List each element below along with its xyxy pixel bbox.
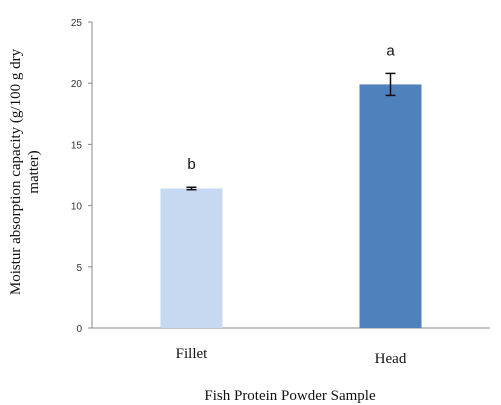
- y-tick-label: 25: [71, 18, 83, 29]
- y-tick-label: 0: [76, 324, 82, 335]
- data-label-head: a: [386, 42, 395, 59]
- x-category-labels: Fillet Head: [176, 346, 407, 367]
- y-tick-label: 10: [71, 202, 83, 213]
- y-axis-ticks: 0 5 10 15 20 25: [71, 18, 92, 335]
- x-category-label-fillet: Fillet: [176, 346, 209, 362]
- data-label-fillet: b: [187, 156, 195, 173]
- data-labels-group: ba: [187, 42, 395, 173]
- y-axis-title-line-1: Moistur absorption capacity (g/100 g dry: [8, 48, 24, 295]
- y-tick-label: 15: [71, 140, 83, 151]
- y-tick-label: 20: [71, 79, 83, 90]
- y-axis-title: Moistur absorption capacity (g/100 g dry…: [8, 48, 42, 295]
- bar-head: [359, 84, 422, 328]
- x-axis-title: Fish Protein Powder Sample: [204, 388, 376, 404]
- y-axis-title-line-2: matter): [26, 150, 42, 193]
- x-category-label-head: Head: [375, 351, 407, 367]
- bar-fillet: [160, 188, 223, 328]
- error-bars-group: [186, 72, 396, 191]
- bars-group: [160, 84, 422, 328]
- y-tick-label: 5: [76, 263, 82, 274]
